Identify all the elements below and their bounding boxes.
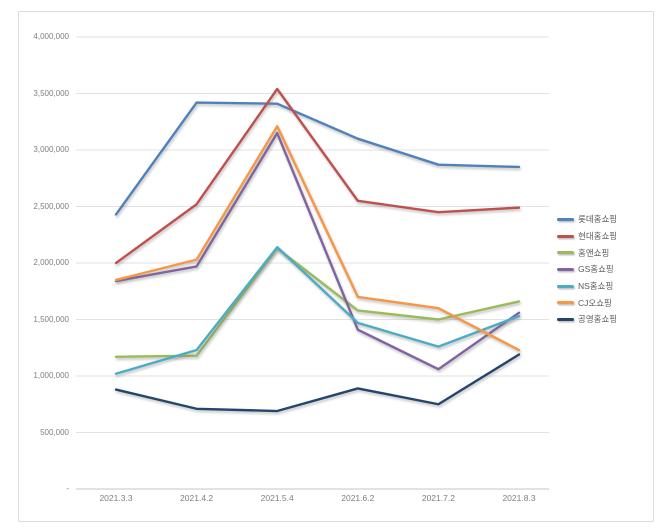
legend-line-swatch-icon — [557, 301, 574, 305]
series-line-6 — [114, 353, 521, 413]
legend-line-swatch-icon — [557, 217, 574, 221]
legend-line-swatch-icon — [557, 317, 574, 321]
legend-label: 롯데홈쇼핑 — [578, 214, 618, 225]
y-tick-label: 500,000 — [40, 427, 69, 437]
series-line-3 — [114, 131, 521, 371]
legend-item-0: 롯데홈쇼핑 — [557, 211, 652, 228]
y-tick-label: 1,500,000 — [33, 314, 69, 324]
series-line-5 — [114, 125, 521, 352]
legend-label: 공영홈쇼핑 — [578, 314, 618, 325]
x-tick-label: 2021.6.2 — [341, 493, 375, 503]
chart-canvas — [76, 36, 549, 490]
y-tick-label: 3,500,000 — [33, 88, 69, 98]
legend-label: 홈앤쇼핑 — [578, 247, 610, 258]
x-tick-label: 2021.3.3 — [99, 493, 133, 503]
y-tick-label: 2,500,000 — [33, 201, 69, 211]
legend-line-swatch-icon — [557, 267, 574, 271]
legend-item-5: CJ오쇼핑 — [557, 294, 652, 311]
legend-line-swatch-icon — [557, 251, 574, 255]
y-tick-label: - — [66, 484, 69, 493]
legend-item-3: GS홈쇼핑 — [557, 261, 652, 278]
y-tick-label: 1,000,000 — [33, 371, 69, 380]
legend-item-6: 공영홈쇼핑 — [557, 311, 652, 328]
legend-item-2: 홈앤쇼핑 — [557, 244, 652, 261]
legend-label: GS홈쇼핑 — [578, 264, 614, 275]
x-tick-label: 2021.8.3 — [502, 493, 536, 503]
x-tick-label: 2021.7.2 — [421, 493, 455, 503]
y-tick-label: 2,000,000 — [33, 258, 69, 267]
legend-item-1: 현대홈쇼핑 — [557, 228, 652, 245]
legend-label: NS홈쇼핑 — [578, 281, 614, 292]
x-tick-label: 2021.4.2 — [180, 493, 214, 503]
y-tick-label: 3,000,000 — [33, 145, 69, 154]
chart-frame: 4,000,000 3,500,000 3,000,000 2,500,000 2,00… — [18, 11, 654, 522]
y-tick-label: 4,000,000 — [33, 32, 69, 41]
legend-item-4: NS홈쇼핑 — [557, 278, 652, 295]
x-tick-label: 2021.5.4 — [260, 493, 294, 503]
legend-line-swatch-icon — [557, 284, 574, 288]
legend-line-swatch-icon — [557, 234, 574, 238]
legend-label: 현대홈쇼핑 — [578, 231, 618, 242]
series-line-0 — [114, 101, 521, 216]
series-line-1 — [114, 87, 521, 265]
series-line-4 — [114, 245, 521, 375]
legend-label: CJ오쇼핑 — [578, 297, 612, 308]
